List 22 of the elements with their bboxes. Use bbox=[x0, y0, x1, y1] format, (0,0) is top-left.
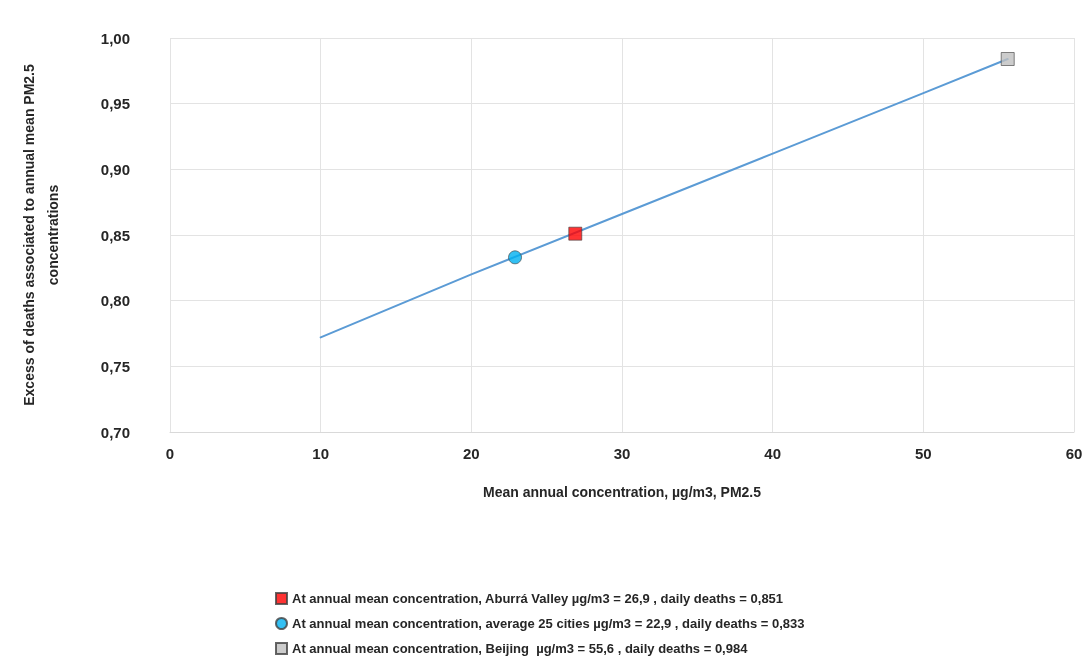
legend-label: At annual mean concentration, Beijing µg/m3 = 55,6 , daily deaths = 0,984 bbox=[292, 641, 749, 656]
point bbox=[1000, 52, 1015, 66]
legend-label: At annual mean concentration, average 25 cities µg/m3 = 22,9 , daily deaths = 0,833 bbox=[292, 616, 805, 631]
legend-label: At annual mean concentration, Aburrá Valley µg/m3 = 26,9 , daily deaths = 0,851 bbox=[292, 591, 784, 606]
x-tick-label: 50 bbox=[914, 445, 932, 462]
y-tick-label: 0,95 bbox=[100, 95, 130, 113]
x-axis-title: Mean annual concentration, µg/m3, PM2.5 bbox=[482, 484, 762, 500]
x-tick-label: 0 bbox=[165, 445, 175, 462]
point bbox=[508, 250, 522, 265]
y-tick-label: 0,85 bbox=[100, 226, 130, 244]
y-tick-label: 0,90 bbox=[100, 160, 130, 178]
y-tick-label: 0,70 bbox=[100, 423, 130, 441]
y-tick-label: 1,00 bbox=[100, 29, 130, 47]
x-tick-label: 20 bbox=[462, 445, 480, 462]
x-tick-label: 10 bbox=[312, 445, 330, 462]
x-tick-label: 60 bbox=[1065, 445, 1083, 462]
y-tick-label: 0,75 bbox=[100, 357, 130, 375]
y-axis-title: Excess of deaths associated to annual mean PM2.5 concentrations bbox=[21, 64, 61, 406]
x-tick-label: 40 bbox=[764, 445, 782, 462]
point bbox=[568, 226, 583, 241]
y-tick-label: 0,80 bbox=[100, 292, 130, 310]
x-tick-label: 30 bbox=[613, 445, 631, 462]
